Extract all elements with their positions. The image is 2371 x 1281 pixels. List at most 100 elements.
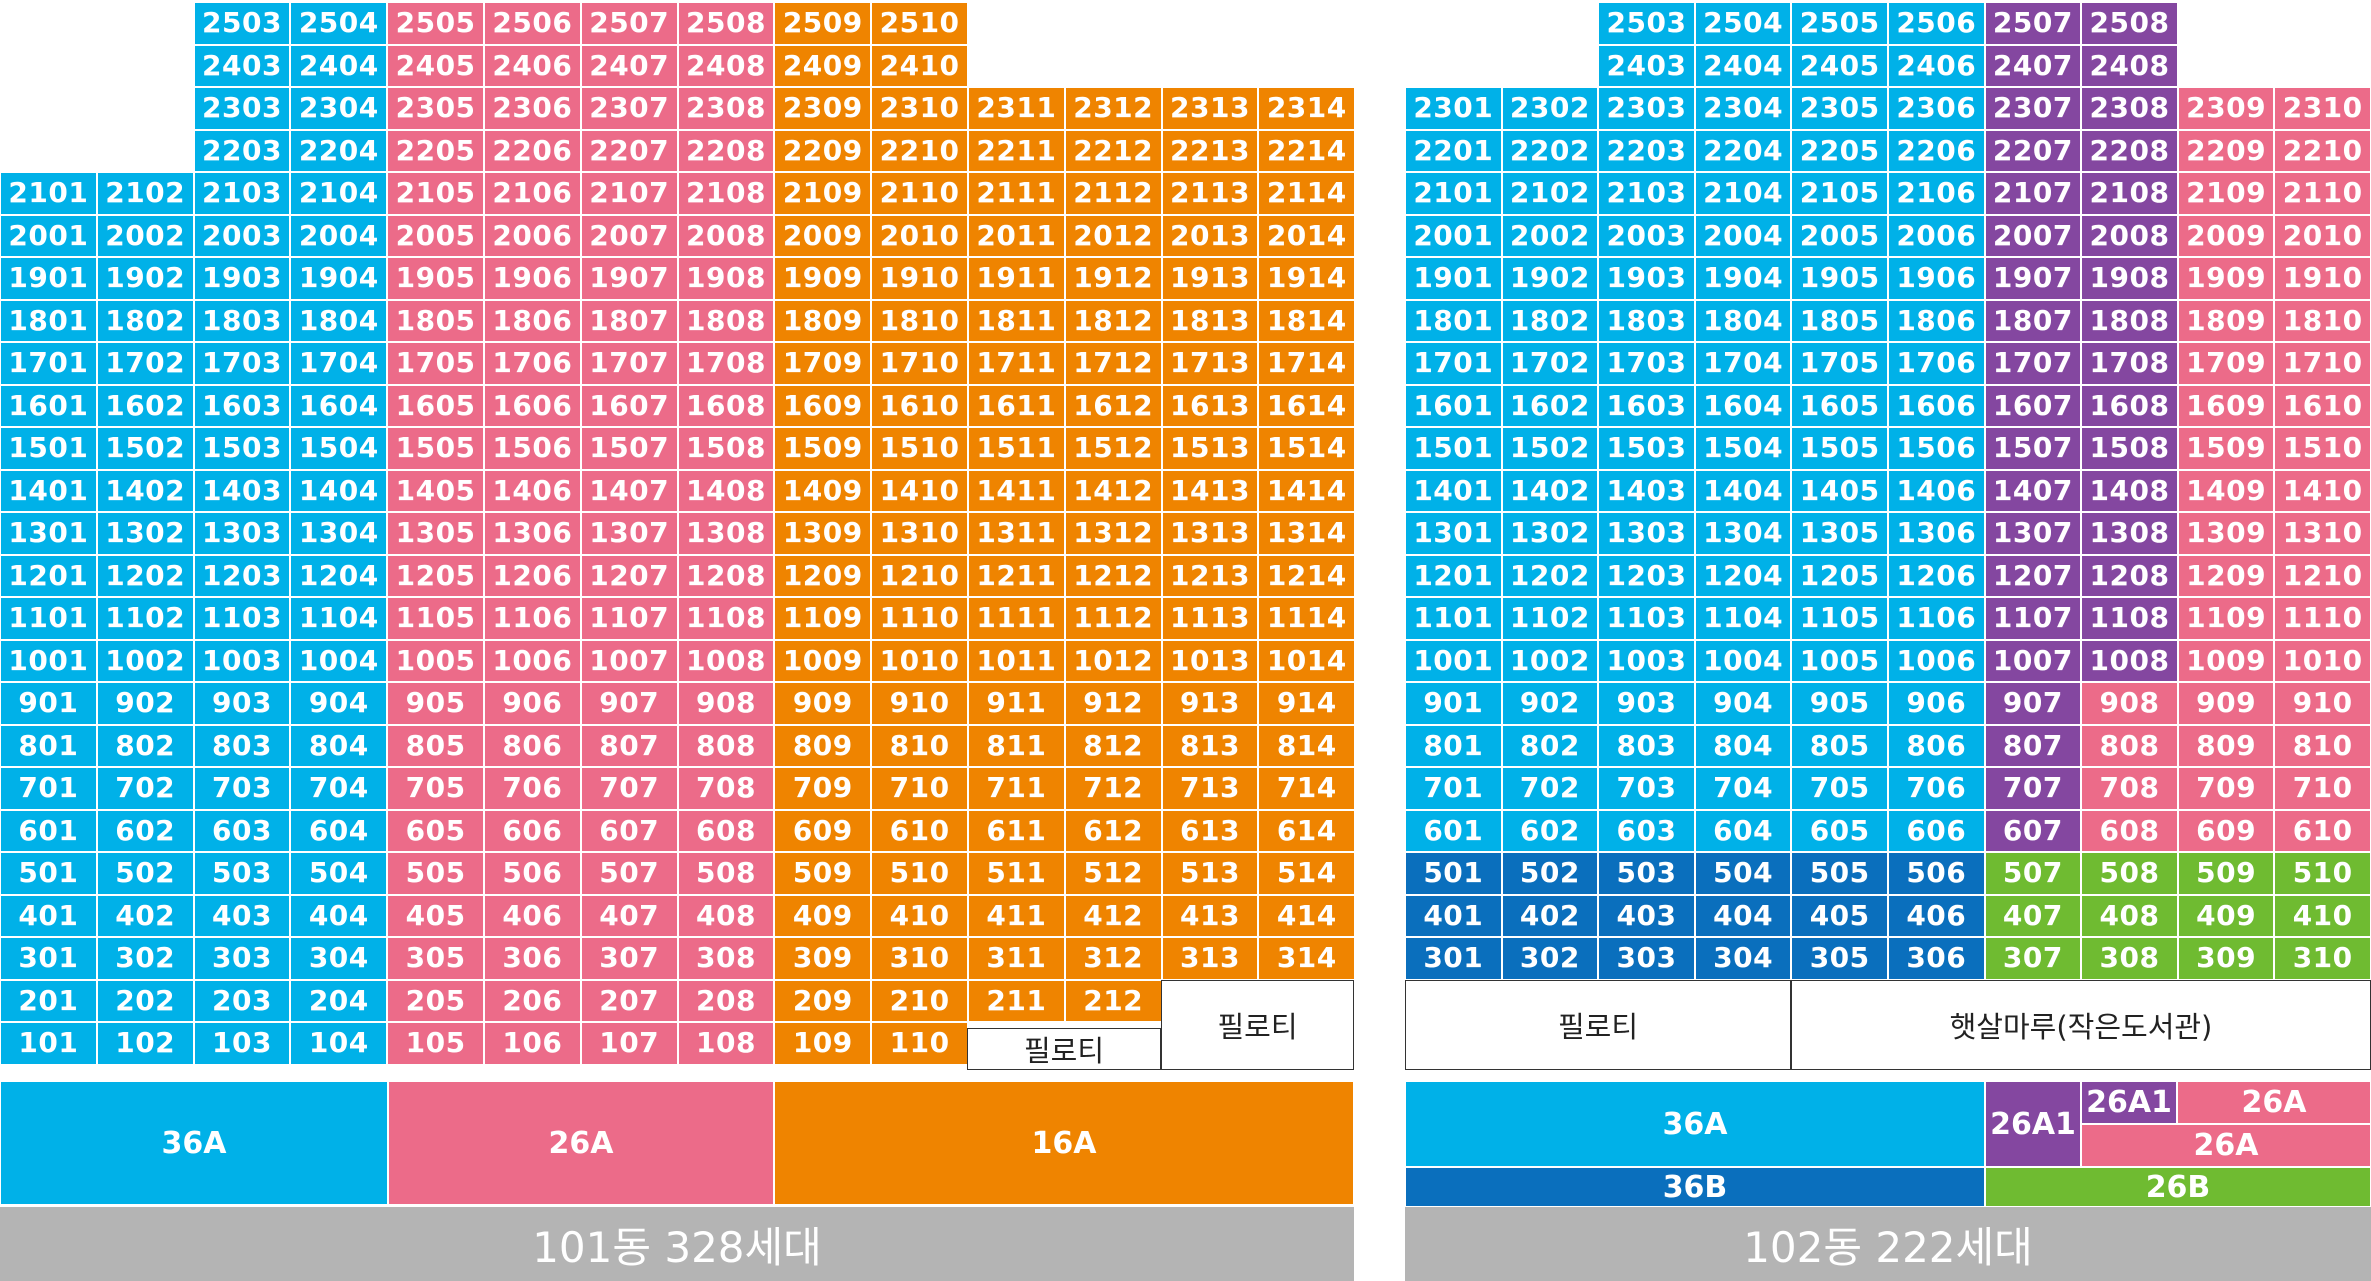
unit-101-1807: 1807 bbox=[580, 299, 678, 342]
unit-102-1403: 1403 bbox=[1598, 469, 1695, 512]
unit-101-811: 811 bbox=[968, 724, 1065, 767]
unit-101-2110: 2110 bbox=[871, 172, 968, 215]
unit-101-510: 510 bbox=[871, 852, 968, 895]
unit-101-703: 703 bbox=[193, 767, 291, 810]
unit-101-1309: 1309 bbox=[774, 512, 872, 555]
unit-101-2212: 2212 bbox=[1064, 129, 1162, 172]
unit-102-1407: 1407 bbox=[1984, 469, 2082, 512]
unit-101-2314: 2314 bbox=[1258, 87, 1356, 130]
unit-101-1506: 1506 bbox=[484, 427, 581, 470]
unit-101-705: 705 bbox=[387, 767, 484, 810]
unit-101-2303: 2303 bbox=[193, 87, 291, 130]
unit-101-1103: 1103 bbox=[193, 597, 291, 640]
unit-101-1209: 1209 bbox=[774, 554, 872, 597]
unit-102-1106: 1106 bbox=[1888, 597, 1985, 640]
unit-102-2301: 2301 bbox=[1405, 87, 1502, 130]
unit-101-1108: 1108 bbox=[677, 597, 775, 640]
unit-102-2103: 2103 bbox=[1598, 172, 1695, 215]
unit-102-2003: 2003 bbox=[1598, 214, 1695, 257]
unit-101-1801: 1801 bbox=[0, 299, 97, 342]
unit-102-1003: 1003 bbox=[1598, 639, 1695, 682]
unit-101-606: 606 bbox=[484, 809, 581, 852]
unit-102-1506: 1506 bbox=[1888, 427, 1985, 470]
unit-102-709: 709 bbox=[2177, 767, 2275, 810]
unit-102-306: 306 bbox=[1888, 937, 1985, 980]
unit-101-109: 109 bbox=[774, 1022, 872, 1065]
unit-101-302: 302 bbox=[96, 937, 194, 980]
unit-102-506: 506 bbox=[1888, 852, 1985, 895]
unit-101-706: 706 bbox=[484, 767, 581, 810]
unit-102-408: 408 bbox=[2081, 894, 2178, 937]
unit-101-412: 412 bbox=[1064, 894, 1162, 937]
unit-101-1210: 1210 bbox=[871, 554, 968, 597]
unit-101-514: 514 bbox=[1258, 852, 1356, 895]
unit-102-1606: 1606 bbox=[1888, 384, 1985, 427]
unit-102-1304: 1304 bbox=[1694, 512, 1792, 555]
unit-102-303: 303 bbox=[1598, 937, 1695, 980]
unit-102-2306: 2306 bbox=[1888, 87, 1985, 130]
unit-101-2405: 2405 bbox=[387, 44, 484, 87]
unit-101-2005: 2005 bbox=[387, 214, 484, 257]
unit-102-706: 706 bbox=[1888, 767, 1985, 810]
unit-101-812: 812 bbox=[1064, 724, 1162, 767]
unit-102-603: 603 bbox=[1598, 809, 1695, 852]
unit-101-1307: 1307 bbox=[580, 512, 678, 555]
unit-102-2005: 2005 bbox=[1791, 214, 1888, 257]
unit-101-1908: 1908 bbox=[677, 257, 775, 300]
unit-102-708: 708 bbox=[2081, 767, 2178, 810]
unit-101-2406: 2406 bbox=[484, 44, 581, 87]
unit-101-2206: 2206 bbox=[484, 129, 581, 172]
unit-101-1010: 1010 bbox=[871, 639, 968, 682]
unit-101-2312: 2312 bbox=[1064, 87, 1162, 130]
unit-101-1513: 1513 bbox=[1161, 427, 1259, 470]
unit-102-2404: 2404 bbox=[1694, 44, 1792, 87]
unit-101-1111: 1111 bbox=[968, 597, 1065, 640]
unit-102-607: 607 bbox=[1984, 809, 2082, 852]
unit-102-2406: 2406 bbox=[1888, 44, 1985, 87]
unit-101-1112: 1112 bbox=[1064, 597, 1162, 640]
unit-101-2112: 2112 bbox=[1064, 172, 1162, 215]
unit-102-2208: 2208 bbox=[2081, 129, 2178, 172]
unit-102-1104: 1104 bbox=[1694, 597, 1792, 640]
unit-101-2114: 2114 bbox=[1258, 172, 1356, 215]
unit-101-2211: 2211 bbox=[968, 129, 1065, 172]
unit-101-1212: 1212 bbox=[1064, 554, 1162, 597]
unit-102-1010: 1010 bbox=[2274, 639, 2371, 682]
unit-101-609: 609 bbox=[774, 809, 872, 852]
unit-101-1401: 1401 bbox=[0, 469, 97, 512]
unit-101-2104: 2104 bbox=[290, 172, 388, 215]
unit-101-307: 307 bbox=[580, 937, 678, 980]
unit-101-1304: 1304 bbox=[290, 512, 388, 555]
unit-101-1613: 1613 bbox=[1161, 384, 1259, 427]
unit-101-708: 708 bbox=[677, 767, 775, 810]
unit-101-511: 511 bbox=[968, 852, 1065, 895]
unit-101-208: 208 bbox=[677, 979, 775, 1022]
footer-101: 101동 328세대 bbox=[0, 1207, 1354, 1281]
unit-101-1508: 1508 bbox=[677, 427, 775, 470]
unit-101-2306: 2306 bbox=[484, 87, 581, 130]
unit-101-2504: 2504 bbox=[290, 2, 388, 45]
unit-101-313: 313 bbox=[1161, 937, 1259, 980]
unit-101-2410: 2410 bbox=[871, 44, 968, 87]
unit-102-1306: 1306 bbox=[1888, 512, 1985, 555]
unit-102-1108: 1108 bbox=[2081, 597, 2178, 640]
unit-102-1609: 1609 bbox=[2177, 384, 2275, 427]
unit-101-1403: 1403 bbox=[193, 469, 291, 512]
unit-101-2111: 2111 bbox=[968, 172, 1065, 215]
legend-101-36a: 36A bbox=[0, 1081, 388, 1205]
unit-101-1713: 1713 bbox=[1161, 342, 1259, 385]
unit-101-1705: 1705 bbox=[387, 342, 484, 385]
unit-101-305: 305 bbox=[387, 937, 484, 980]
unit-102-1105: 1105 bbox=[1791, 597, 1888, 640]
unit-102-1203: 1203 bbox=[1598, 554, 1695, 597]
unit-102-2105: 2105 bbox=[1791, 172, 1888, 215]
unit-102-1405: 1405 bbox=[1791, 469, 1888, 512]
unit-101-1303: 1303 bbox=[193, 512, 291, 555]
unit-102-1501: 1501 bbox=[1405, 427, 1502, 470]
unit-101-605: 605 bbox=[387, 809, 484, 852]
unit-101-1509: 1509 bbox=[774, 427, 872, 470]
legend-102-36b: 36B bbox=[1405, 1167, 1985, 1207]
unit-102-1705: 1705 bbox=[1791, 342, 1888, 385]
unit-102-2508: 2508 bbox=[2081, 2, 2178, 45]
unit-102-806: 806 bbox=[1888, 724, 1985, 767]
